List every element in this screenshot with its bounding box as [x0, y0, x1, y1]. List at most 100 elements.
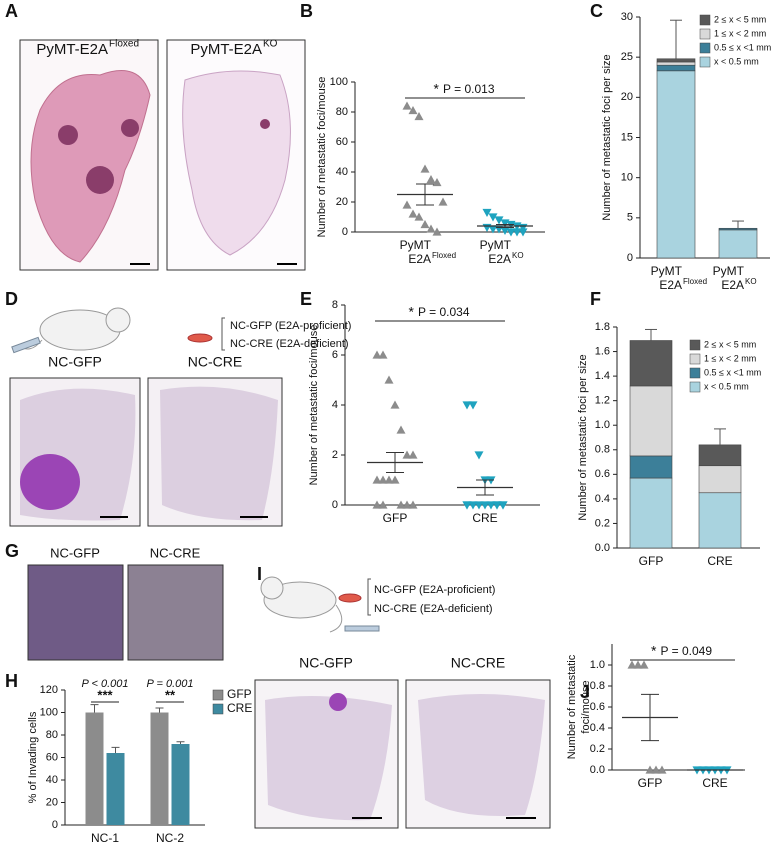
point [492, 501, 502, 510]
bar-segment [656, 58, 696, 63]
point [372, 500, 382, 509]
tissue [160, 386, 278, 521]
p-value: P = 0.013 [443, 82, 495, 96]
x-tick-label: GFP [638, 776, 663, 790]
x-tick-label: PyMT E2A [480, 238, 512, 266]
y-tick-label: 120 [40, 684, 58, 696]
point [408, 450, 418, 459]
point [396, 425, 406, 434]
cell-image [127, 564, 224, 661]
y-axis-label: Number of metastatic foci per size [577, 354, 589, 520]
x-tick-label: PyMT E2A [713, 264, 745, 292]
bar-segment [656, 64, 696, 72]
point [488, 225, 498, 234]
tumor [329, 693, 347, 711]
point [468, 501, 478, 510]
legend-swatch [699, 28, 711, 40]
panel-letter: D [5, 289, 18, 309]
point [420, 220, 430, 229]
legend-swatch [699, 14, 711, 26]
image-label: NC-GFP [50, 545, 100, 560]
panel-letter: B [300, 1, 313, 21]
legend-text: NC-GFP (E2A-proficient) [374, 584, 495, 596]
point [657, 765, 667, 774]
legend-swatch [699, 42, 711, 54]
legend-label: 0.5 ≤ x <1 mm [704, 367, 761, 377]
y-tick-label: 0.8 [590, 680, 605, 692]
cell-image [27, 564, 124, 661]
y-axis-label: % of Invading cells [27, 711, 39, 803]
point [506, 228, 516, 237]
y-axis-label: Number of metastatic foci/mouse [316, 77, 328, 238]
y-tick-label: 1.8 [595, 321, 610, 333]
significance-star: * [651, 643, 657, 659]
y-tick-label: 10 [621, 172, 633, 184]
bar [171, 744, 190, 825]
bar-segment [629, 385, 673, 457]
image-label-sup: Floxed [109, 39, 139, 50]
y-tick-label: 80 [46, 729, 58, 741]
point [372, 350, 382, 359]
legend-label: 1 ≤ x < 2 mm [714, 28, 766, 38]
image-label: PyMT-E2A [190, 41, 262, 58]
bar-segment [629, 455, 673, 479]
point [438, 197, 448, 206]
y-tick-label: 1.6 [595, 345, 610, 357]
legend-label: 1 ≤ x < 2 mm [704, 353, 756, 363]
y-tick-label: 60 [336, 136, 348, 148]
image-label: NC-GFP [48, 354, 102, 370]
y-axis-label: Number of metastatic foci/mouse [308, 325, 320, 486]
point [462, 501, 472, 510]
image-label: NC-CRE [188, 354, 242, 370]
point [480, 501, 490, 510]
y-tick-label: 100 [330, 76, 348, 88]
point [390, 475, 400, 484]
bar [85, 712, 104, 825]
legend-label: x < 0.5 mm [704, 381, 749, 391]
legend-swatch [689, 339, 701, 351]
y-tick-label: 1.2 [595, 395, 610, 407]
tissue [30, 70, 151, 263]
point [488, 213, 498, 222]
y-tick-label: 0.8 [595, 444, 610, 456]
y-tick-label: 15 [621, 131, 633, 143]
y-tick-label: 1.0 [590, 659, 605, 671]
panel-letter: F [590, 289, 601, 309]
y-tick-label: 40 [336, 166, 348, 178]
bar-segment [629, 477, 673, 549]
point [408, 209, 418, 218]
image-label: NC-GFP [299, 655, 353, 671]
point [494, 216, 504, 225]
panel-letter: C [590, 1, 603, 21]
point [474, 501, 484, 510]
point [402, 450, 412, 459]
point [498, 501, 508, 510]
significance-star: *** [97, 687, 113, 702]
y-tick-label: 6 [332, 349, 338, 361]
point [468, 401, 478, 410]
y-tick-label: 0.0 [590, 764, 605, 776]
y-tick-label: 0.0 [595, 542, 610, 554]
image-label-sup: KO [263, 39, 278, 50]
y-tick-label: 60 [46, 751, 58, 763]
y-tick-label: 0.6 [595, 468, 610, 480]
point [390, 400, 400, 409]
bar-segment [698, 444, 742, 467]
focus [121, 119, 139, 137]
legend-label: x < 0.5 mm [714, 56, 759, 66]
x-tick-label-sup: KO [745, 277, 757, 286]
y-tick-label: 80 [336, 106, 348, 118]
point [639, 660, 649, 669]
point [414, 212, 424, 221]
x-tick-label: GFP [383, 511, 408, 525]
tissue [182, 70, 291, 256]
p-value: P < 0.001 [82, 678, 129, 690]
x-tick-label: PyMT E2A [651, 264, 683, 292]
y-tick-label: 0 [52, 819, 58, 831]
legend-label: 2 ≤ x < 5 mm [714, 14, 766, 24]
x-tick-label: NC-1 [91, 831, 119, 845]
point [512, 228, 522, 237]
point [645, 765, 655, 774]
panel-letter: G [5, 541, 19, 561]
focus [86, 166, 114, 194]
